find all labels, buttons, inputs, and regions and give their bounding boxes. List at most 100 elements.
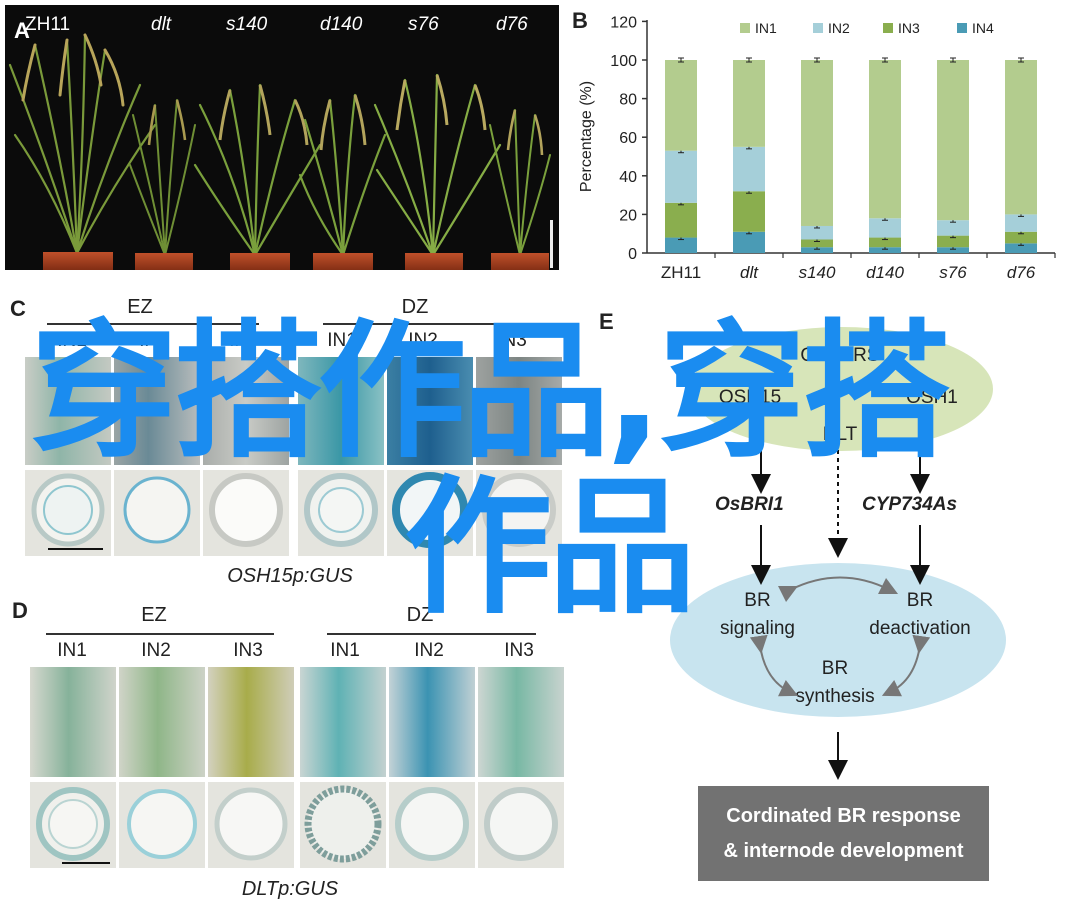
bar-segment [733,231,765,253]
panel-c-section-ez-in2 [114,470,200,556]
panel-c-label-in3-dz: IN3 [497,330,527,351]
panel-d-strip-dz-in3 [478,667,564,777]
plant-label-zh11: ZH11 [25,14,71,35]
bar-segment [937,235,969,248]
panel-c-zone-ez: EZ [127,296,153,318]
y-tick-label: 80 [619,92,637,109]
panel-c-section-dz-in3 [476,470,562,556]
chart-svg: 120 0 20 40 60 80 100 Percentage (%) ZH11 dlt s140… [578,14,1056,282]
bar-segment [801,225,833,240]
panel-c-scale-bar [48,548,103,550]
panel-d-label-in3-dz: IN3 [504,640,534,661]
panel-d-label-in1-dz: IN1 [330,640,360,661]
panel-c-label-in1-dz: IN1 [327,330,357,351]
x-tick-label: dlt [740,263,759,282]
y-tick-label: 20 [619,207,637,224]
legend-swatch [740,23,750,33]
panel-c-strip-dz-in1 [298,357,384,465]
panel-c-section-dz-in1 [298,470,384,556]
panel-c-strip-dz-in2 [387,357,473,465]
internode-percentage-chart: 120 0 20 40 60 80 100 Percentage (%) ZH11 dlt s140… [565,0,1065,290]
br-signaling-label: BR signaling [700,587,815,643]
plant-photo-panel: ZH11 dlt s140 d140 s76 d76 [5,5,559,270]
x-tick-label: s76 [939,263,967,282]
panel-c-section-ez-in1 [25,470,111,556]
legend-label: IN2 [828,20,850,36]
legend-swatch [957,23,967,33]
panel-d-zone-ez-line [46,633,274,635]
diagram-arrows [749,450,931,780]
legend-swatch [813,23,823,33]
bar-segment [869,247,901,253]
legend-swatch [883,23,893,33]
response-box: Cordinated BR response & internode devel… [698,786,989,881]
panel-c-section-ez-in3 [203,470,289,556]
plant-label-s140: s140 [226,14,268,35]
bar-segment [937,220,969,236]
panel-label-d: D [12,598,28,623]
panel-c-section-dz-in2 [387,470,473,556]
bar-segment [801,247,833,253]
panel-d-section-ez-in1 [30,782,116,868]
panel-d-label-in2-dz: IN2 [414,640,444,661]
panel-c-strip-ez-in3 [203,357,289,465]
panel-c-zone-dz-line [323,323,535,325]
bar-segment [869,60,901,219]
bar-segment [937,247,969,253]
panel-d-scale-bar [62,862,110,864]
panel-label-b: B [572,8,588,33]
panel-d-section-ez-in2 [119,782,205,868]
panel-label-c: C [10,296,26,321]
x-tick-label: s140 [799,263,836,282]
bar-segment [665,150,697,203]
legend-label: IN3 [898,20,920,36]
panel-d-strip-ez-in2 [119,667,205,777]
response-line2: & internode development [723,839,964,862]
br-signaling-line2: signaling [720,618,795,639]
top-regulator-ellipse [690,327,993,451]
node-osh1: OSH1 [906,387,958,408]
panel-c-zone-ez-line [47,323,259,325]
plant-label-dlt: dlt [151,14,172,35]
panel-d-section-ez-in3 [208,782,294,868]
br-synthesis-line2: synthesis [795,686,875,707]
panel-label-a: A [14,18,30,43]
y-axis-label: Percentage (%) [578,81,595,192]
br-deactivation-line2: deactivation [869,618,971,639]
panel-d-zone-dz-line [327,633,536,635]
bar-segment [801,60,833,226]
panel-d-section-dz-in2 [389,782,475,868]
panel-d-zone-ez: EZ [141,604,167,626]
node-osh15: OSH15 [718,387,782,408]
panel-d-zone-dz: DZ [406,604,434,626]
br-synthesis-line1: BR [821,658,849,679]
y-tick-label: 60 [619,130,637,147]
panel-c-strip-dz-in3 [476,357,562,465]
bar-segment [665,237,697,253]
panel-c-zone-dz: DZ [401,296,429,318]
x-tick-label: ZH11 [661,263,701,282]
panel-c-label-in1: IN1 [57,330,87,351]
y-tick-label: 120 [610,14,637,31]
rice-plants-image [8,33,553,270]
bar-segment [1005,243,1037,253]
panel-d-label-in3: IN3 [233,640,263,661]
bar-segment [801,239,833,248]
y-tick-label: 40 [619,169,637,186]
panel-c-caption: OSH15p:GUS [227,565,353,587]
y-tick-label: 0 [628,246,637,263]
y-tick-label: 100 [610,53,637,70]
legend-label: IN4 [972,20,994,36]
panel-label-e: E [599,309,614,334]
node-dlt: DLT [822,424,858,445]
x-tick-label: d140 [866,263,904,282]
br-signaling-line1: BR [744,590,771,611]
panel-d-caption: DLTp:GUS [241,878,339,900]
bar-segment [665,202,697,238]
panel-d-strip-dz-in1 [300,667,386,777]
panel-d-label-in2: IN2 [141,640,171,661]
br-deactivation-line1: BR [906,590,934,611]
bar-segment [733,60,765,147]
bar-segment [733,146,765,192]
bar-segment [869,237,901,248]
